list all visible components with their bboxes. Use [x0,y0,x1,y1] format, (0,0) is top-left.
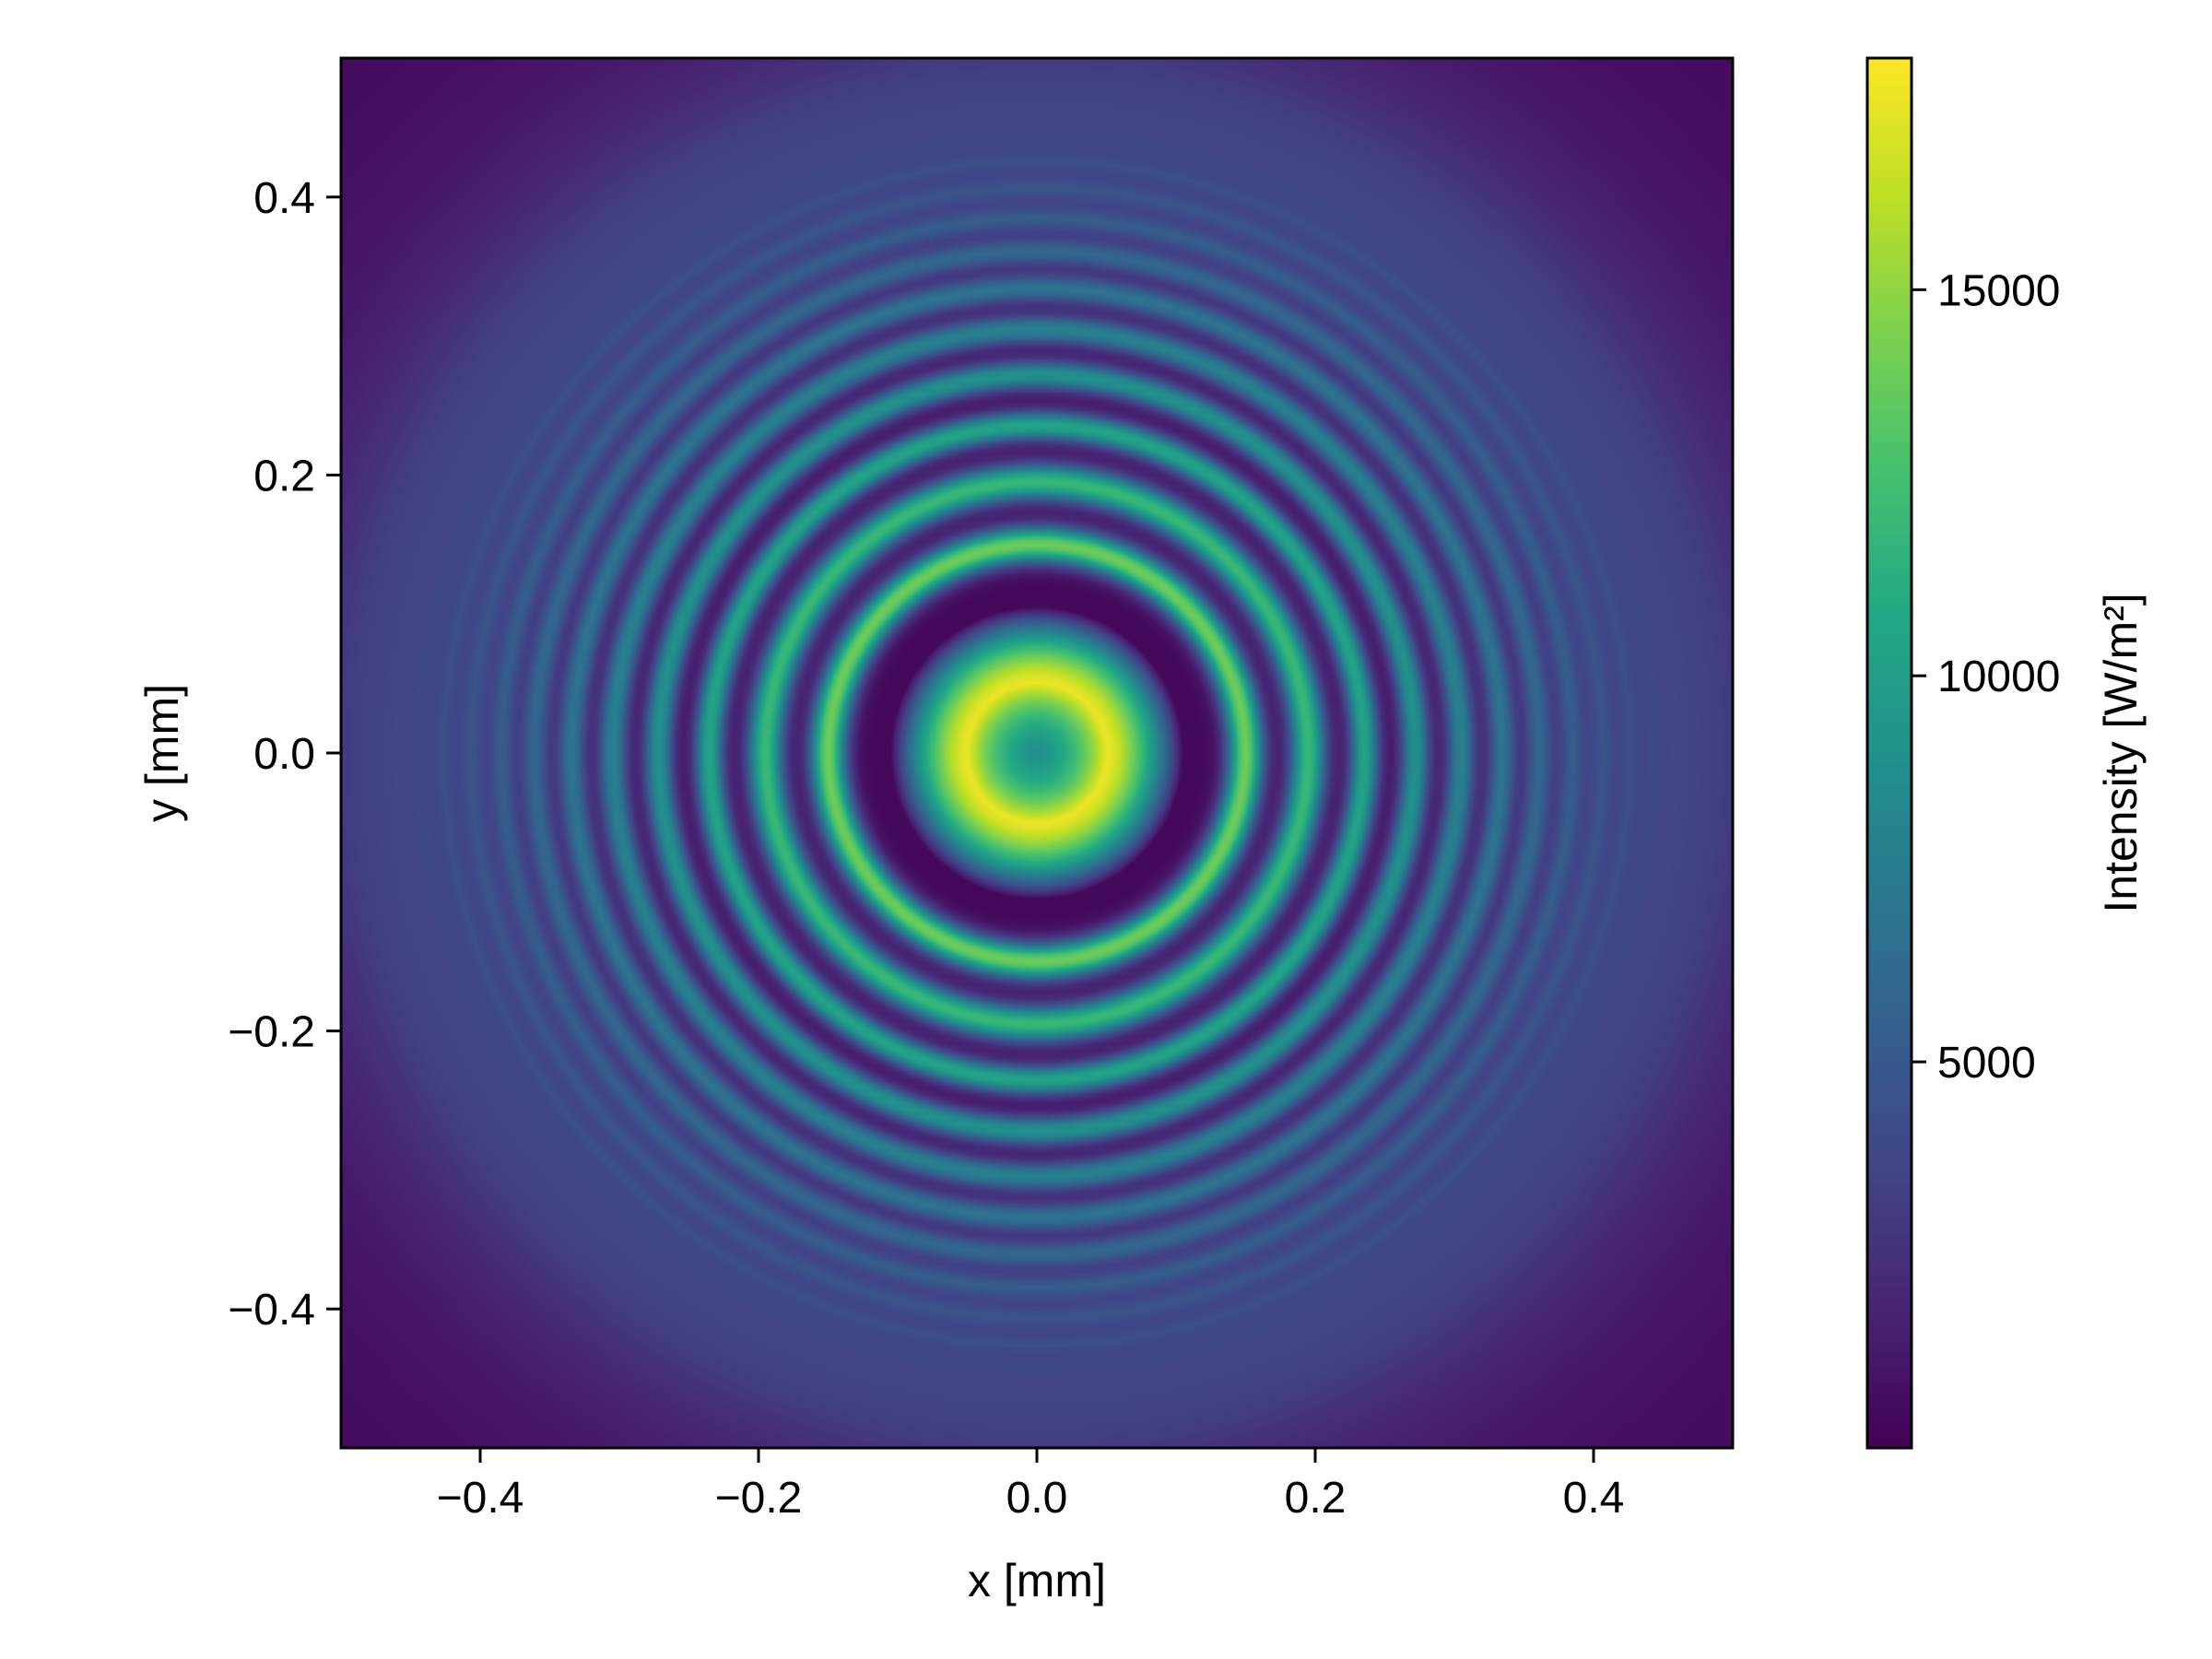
y-tick-label: 0.2 [253,452,315,500]
y-tick-label: −0.4 [228,1286,315,1335]
x-tick-label: −0.4 [437,1474,524,1523]
heatmap-plot: −0.4 −0.2 0.0 0.2 0.4 −0.4 −0.2 0.0 0.2 0.4 x [m… [136,56,1735,1606]
x-axis-label: x [mm] [968,1555,1106,1606]
colorbar-tick-label: 5000 [1937,1039,2036,1088]
x-axis: −0.4 −0.2 0.0 0.2 0.4 [437,1448,1625,1523]
colorbar-gradient [1867,58,1912,1448]
heatmap-canvas [341,58,1733,1448]
x-tick-label: 0.4 [1563,1474,1625,1523]
colorbar-frame [1865,56,1913,1450]
y-axis-label: y [mm] [136,684,188,822]
y-tick-label: 0.4 [253,174,315,223]
colorbar-axis: 5000 10000 15000 [1912,266,2060,1088]
x-tick-label: −0.2 [715,1474,803,1523]
colorbar-tick-label: 10000 [1937,653,2060,701]
x-tick-label: 0.2 [1285,1474,1347,1523]
x-tick-label: 0.0 [1006,1474,1068,1523]
y-tick-label: −0.2 [228,1008,315,1057]
y-axis: −0.4 −0.2 0.0 0.2 0.4 [228,174,341,1335]
colorbar: 5000 10000 15000 Intensity [W/m²] [1865,56,2147,1450]
colorbar-label: Intensity [W/m²] [2095,593,2147,912]
colorbar-tick-label: 15000 [1937,266,2060,315]
y-tick-label: 0.0 [253,730,315,779]
